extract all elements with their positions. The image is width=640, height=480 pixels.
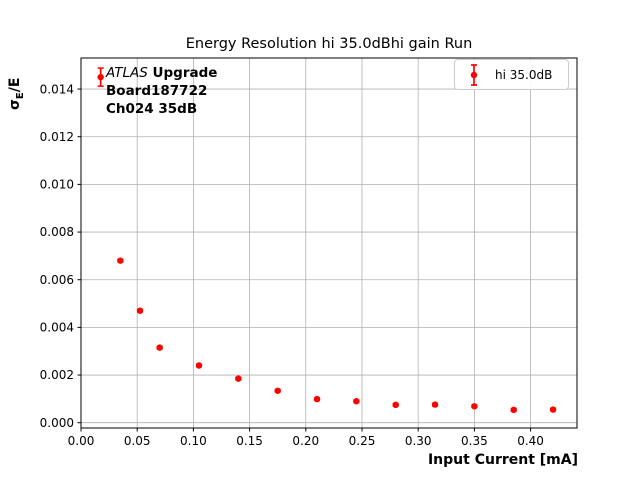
x-tick-label: 0.30 xyxy=(405,434,432,448)
legend: hi 35.0dB xyxy=(454,59,569,90)
y-tick-label: 0.012 xyxy=(40,130,74,144)
data-point xyxy=(274,387,281,394)
data-point xyxy=(431,401,439,408)
annotation-line-1: ATLAS Upgrade xyxy=(106,64,217,82)
y-tick-label: 0.002 xyxy=(40,368,74,382)
annotation-upgrade: Upgrade xyxy=(147,65,218,81)
data-point xyxy=(471,403,478,410)
annotation-atlas: ATLAS xyxy=(106,65,148,81)
x-tick-label: 0.20 xyxy=(292,434,319,448)
data-point xyxy=(156,344,163,351)
annotation-text: ATLAS Upgrade Board187722 Ch024 35dB xyxy=(106,64,217,118)
y-tick-label: 0.006 xyxy=(40,273,74,287)
data-point xyxy=(353,398,360,405)
data-point xyxy=(195,362,203,369)
x-axis-label: Input Current [mA] xyxy=(427,452,578,468)
legend-entry-label: hi 35.0dB xyxy=(495,67,553,82)
x-tick-label: 0.00 xyxy=(68,434,95,448)
y-tick-label: 0.004 xyxy=(40,321,74,335)
data-point xyxy=(549,406,557,413)
x-tick-label: 0.40 xyxy=(517,434,544,448)
data-point xyxy=(136,307,144,314)
annotation-line-2: Board187722 xyxy=(106,83,208,99)
data-point xyxy=(313,395,321,403)
data-point xyxy=(235,375,242,382)
annotation-line-3: Ch024 35dB xyxy=(106,101,198,117)
y-tick-label: 0.010 xyxy=(40,178,74,192)
y-tick-label: 0.008 xyxy=(40,225,74,239)
x-tick-label: 0.10 xyxy=(180,434,207,448)
y-tick-label: 0.014 xyxy=(40,82,74,96)
x-tick-label: 0.35 xyxy=(461,434,488,448)
chart-title: Energy Resolution hi 35.0dBhi gain Run xyxy=(185,36,473,52)
x-tick-label: 0.05 xyxy=(124,434,151,448)
x-tick-label: 0.15 xyxy=(236,434,263,448)
data-point xyxy=(117,257,124,264)
data-point xyxy=(510,406,517,414)
data-point xyxy=(97,73,104,81)
legend-errorbar-icon xyxy=(470,63,478,86)
x-tick-label: 0.25 xyxy=(349,434,376,448)
data-point xyxy=(392,401,399,409)
plot-border xyxy=(80,57,578,429)
y-tick-label: 0.000 xyxy=(40,416,74,430)
